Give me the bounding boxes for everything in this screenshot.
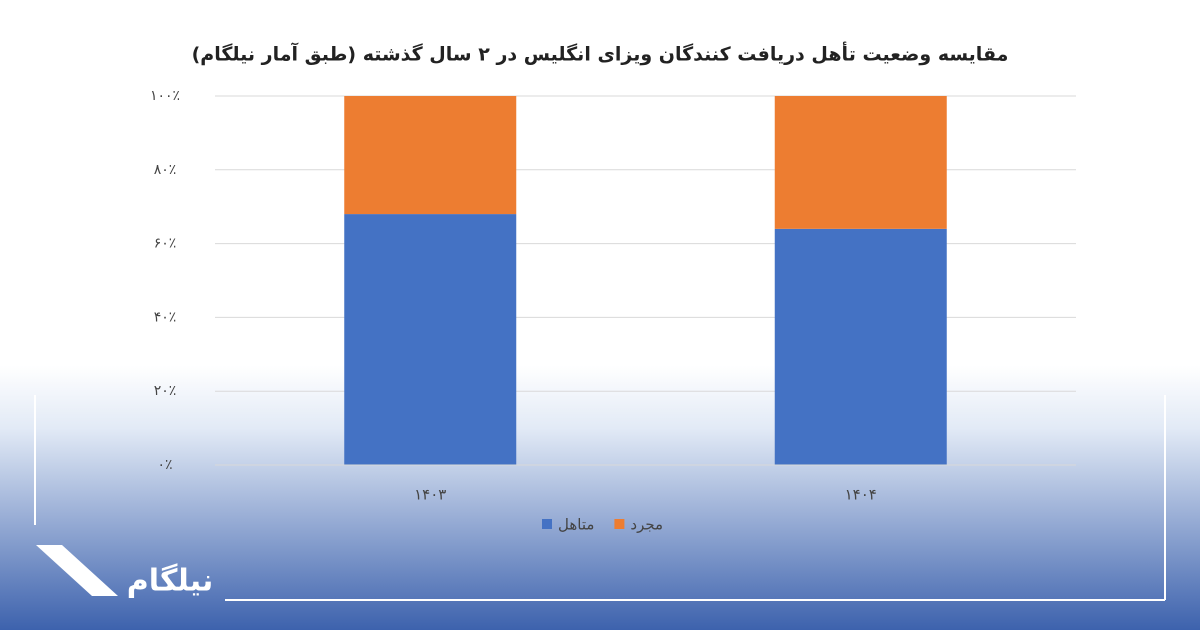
chart-title: مقایسه وضعیت تأهل دریافت کنندگان ویزای ا…	[192, 42, 1009, 66]
legend-label: متاهل	[558, 516, 594, 534]
x-tick-label: ۱۴۰۳	[414, 486, 446, 504]
logo-mark	[36, 545, 118, 596]
y-tick-label: ۸۰٪	[154, 162, 177, 178]
legend-swatch	[614, 519, 625, 529]
y-tick-label: ۴۰٪	[154, 309, 177, 325]
y-tick-label: ۲۰٪	[154, 383, 177, 399]
bar-segment	[774, 228, 947, 465]
y-tick-label: ۶۰٪	[154, 236, 177, 252]
y-tick-label: ۱۰۰٪	[150, 88, 180, 104]
logo-text: نیلگام	[127, 563, 213, 599]
bar-segment	[344, 214, 517, 465]
legend-label: مجرد	[630, 516, 663, 534]
y-tick-label: ۰٪	[157, 457, 172, 473]
bar-segment	[344, 96, 517, 215]
legend-swatch	[542, 519, 552, 529]
x-tick-label: ۱۴۰۴	[845, 486, 877, 504]
bar-segment	[774, 96, 947, 229]
